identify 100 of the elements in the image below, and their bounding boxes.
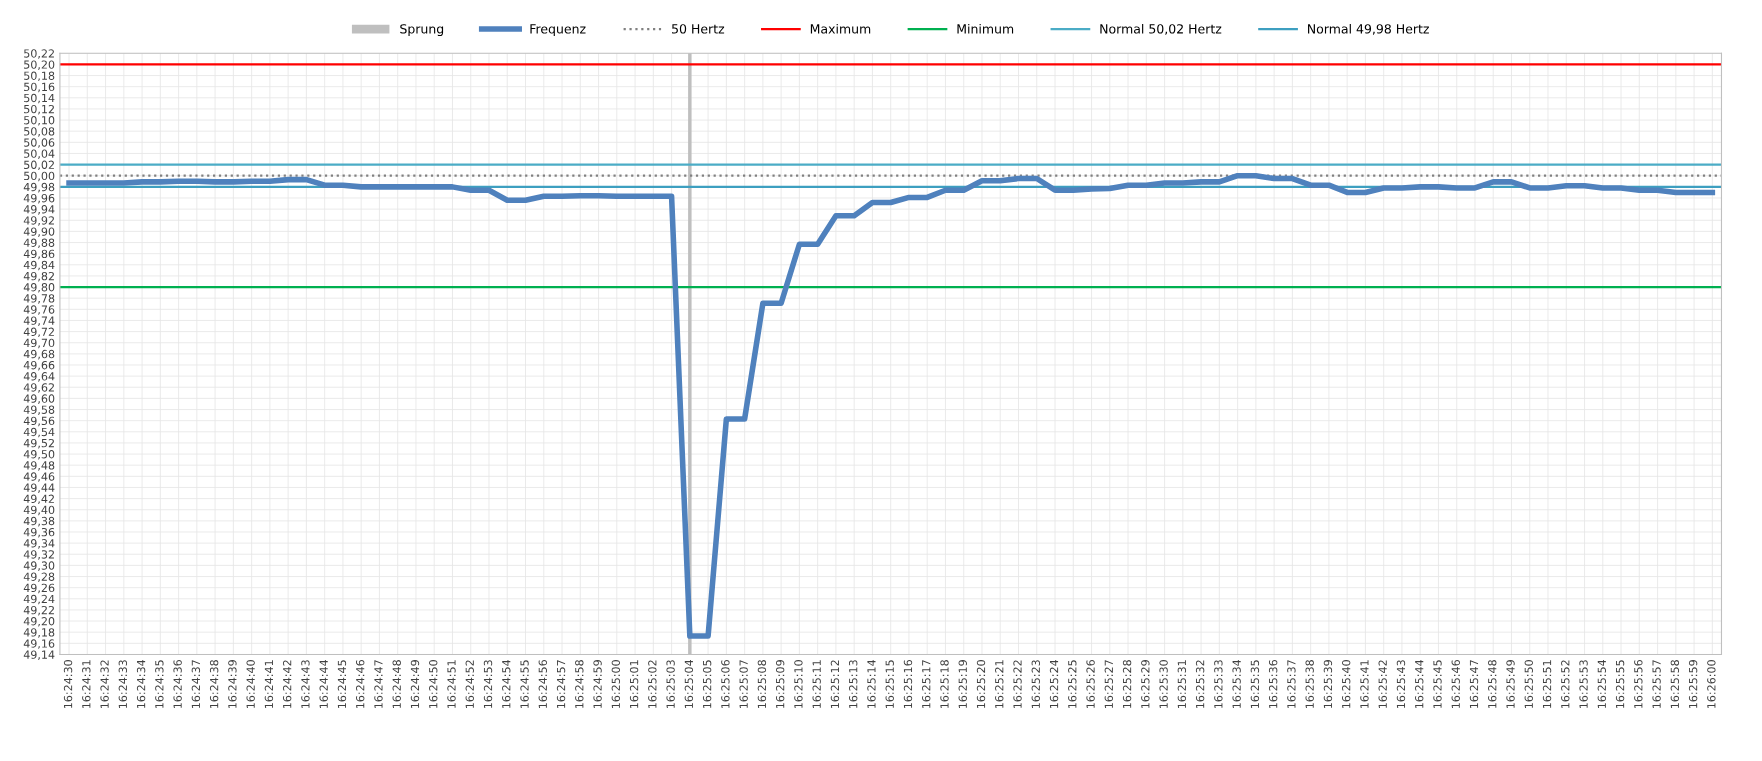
x-tick-label: 16:24:37 <box>191 660 201 708</box>
x-tick-label: 16:25:08 <box>757 660 767 708</box>
y-tick-label: 49,26 <box>23 583 55 594</box>
x-tick-label: 16:25:52 <box>1561 660 1570 708</box>
y-tick-label: 49,60 <box>23 394 55 404</box>
x-tick-label: 16:25:51 <box>1542 660 1552 708</box>
x-tick-label: 16:25:41 <box>1360 660 1369 708</box>
x-tick-label: 16:25:56 <box>1634 660 1643 708</box>
x-tick-label: 16:25:11 <box>812 660 821 708</box>
x-tick-label: 16:24:38 <box>209 660 219 708</box>
x-tick-label: 16:24:50 <box>429 660 438 708</box>
y-tick-label: 49,98 <box>23 182 55 193</box>
x-tick-label: 16:25:54 <box>1597 659 1607 708</box>
legend-label: 50 Hertz <box>672 24 725 34</box>
x-tick-label: 16:25:16 <box>903 660 913 708</box>
y-tick-label: 49,92 <box>23 216 54 226</box>
y-tick-label: 50,06 <box>24 138 55 148</box>
y-tick-label: 49,34 <box>23 539 55 549</box>
x-tick-label: 16:25:49 <box>1506 660 1515 708</box>
x-tick-label: 16:24:52 <box>465 660 474 708</box>
y-tick-label: 49,88 <box>23 238 55 249</box>
x-tick-label: 16:24:31 <box>82 660 91 708</box>
x-tick-label: 16:25:23 <box>1031 660 1040 708</box>
x-tick-label: 16:25:31 <box>1177 660 1187 708</box>
y-tick-label: 49,70 <box>23 338 55 349</box>
y-tick-label: 49,84 <box>23 260 55 271</box>
x-tick-label: 16:24:57 <box>556 660 566 708</box>
x-tick-label: 16:25:05 <box>702 660 712 708</box>
y-tick-label: 50,08 <box>24 127 55 137</box>
x-tick-label: 16:24:47 <box>374 660 383 708</box>
legend-label: Maximum <box>810 23 871 34</box>
x-tick-label: 16:25:44 <box>1415 659 1424 708</box>
x-tick-label: 16:25:10 <box>794 660 803 708</box>
x-tick-label: 16:25:21 <box>995 660 1004 708</box>
x-tick-label: 16:24:46 <box>356 660 365 708</box>
y-tick-label: 49,42 <box>23 494 54 505</box>
x-tick-label: 16:25:53 <box>1579 660 1588 708</box>
x-tick-label: 16:25:47 <box>1469 660 1479 708</box>
x-tick-label: 16:24:51 <box>447 660 456 708</box>
y-tick-label: 49,94 <box>23 205 55 215</box>
y-tick-label: 50,16 <box>24 82 55 93</box>
x-tick-label: 16:24:40 <box>246 660 255 708</box>
y-tick-label: 50,00 <box>24 171 55 182</box>
x-tick-label: 16:25:18 <box>940 660 949 708</box>
y-tick-label: 49,56 <box>23 416 55 427</box>
x-tick-label: 16:24:44 <box>319 659 328 708</box>
y-tick-label: 49,72 <box>23 327 54 338</box>
x-tick-label: 16:25:28 <box>1122 660 1132 708</box>
x-tick-label: 16:25:17 <box>922 660 931 708</box>
x-tick-label: 16:25:29 <box>1141 660 1150 708</box>
y-tick-label: 49,64 <box>23 372 55 382</box>
legend-label: Normal 50,02 Hertz <box>1100 23 1222 35</box>
y-tick-label: 49,44 <box>23 483 55 493</box>
x-tick-label: 16:25:37 <box>1287 660 1296 708</box>
y-tick-label: 50,12 <box>24 104 54 115</box>
x-tick-label: 16:25:26 <box>1086 660 1095 708</box>
y-tick-label: 49,76 <box>23 305 55 315</box>
x-tick-label: 16:24:54 <box>502 659 511 708</box>
x-tick-label: 16:25:40 <box>1341 660 1351 708</box>
y-tick-label: 49,40 <box>23 505 55 516</box>
y-tick-label: 49,48 <box>23 461 55 471</box>
x-tick-label: 16:25:20 <box>976 660 986 708</box>
y-tick-label: 49,74 <box>23 316 55 326</box>
x-tick-label: 16:24:55 <box>520 660 529 708</box>
x-tick-label: 16:25:22 <box>1013 660 1022 708</box>
legend-label: Minimum <box>957 23 1014 34</box>
y-tick-label: 49,32 <box>23 550 54 560</box>
x-tick-label: 16:24:56 <box>538 660 547 708</box>
x-tick-label: 16:24:33 <box>118 660 128 708</box>
legend-label: Normal 49,98 Hertz <box>1308 23 1429 35</box>
y-tick-label: 49,54 <box>23 427 55 438</box>
x-tick-label: 16:25:46 <box>1451 660 1460 708</box>
x-tick-label: 16:24:30 <box>63 660 73 708</box>
y-tick-label: 49,16 <box>23 639 55 649</box>
y-tick-label: 49,14 <box>23 650 55 660</box>
y-tick-label: 49,36 <box>23 527 55 538</box>
x-tick-label: 16:25:30 <box>1159 660 1168 708</box>
x-tick-label: 16:24:53 <box>483 660 493 708</box>
x-tick-label: 16:24:35 <box>155 660 164 708</box>
x-tick-label: 16:25:27 <box>1104 660 1114 708</box>
y-tick-label: 50,18 <box>24 71 55 82</box>
x-tick-label: 16:25:19 <box>958 660 967 708</box>
x-tick-label: 16:24:59 <box>593 660 602 708</box>
y-tick-label: 49,30 <box>23 561 55 571</box>
x-tick-label: 16:25:59 <box>1688 660 1698 708</box>
y-tick-label: 49,78 <box>23 294 55 304</box>
x-tick-label: 16:25:50 <box>1524 660 1533 708</box>
x-tick-label: 16:25:25 <box>1068 660 1077 708</box>
x-tick-label: 16:25:35 <box>1250 660 1260 708</box>
y-tick-label: 50,22 <box>24 49 54 59</box>
y-tick-label: 49,46 <box>23 472 55 482</box>
x-tick-label: 16:25:00 <box>611 660 621 708</box>
legend-label: Frequenz <box>530 24 586 37</box>
y-tick-label: 49,68 <box>23 349 55 360</box>
x-tick-label: 16:25:43 <box>1396 660 1406 708</box>
y-tick-label: 49,50 <box>23 450 55 460</box>
x-tick-label: 16:25:42 <box>1378 660 1387 708</box>
legend-label: Sprung <box>400 24 444 37</box>
x-tick-label: 16:25:04 <box>684 659 694 708</box>
x-tick-label: 16:25:36 <box>1268 660 1278 708</box>
